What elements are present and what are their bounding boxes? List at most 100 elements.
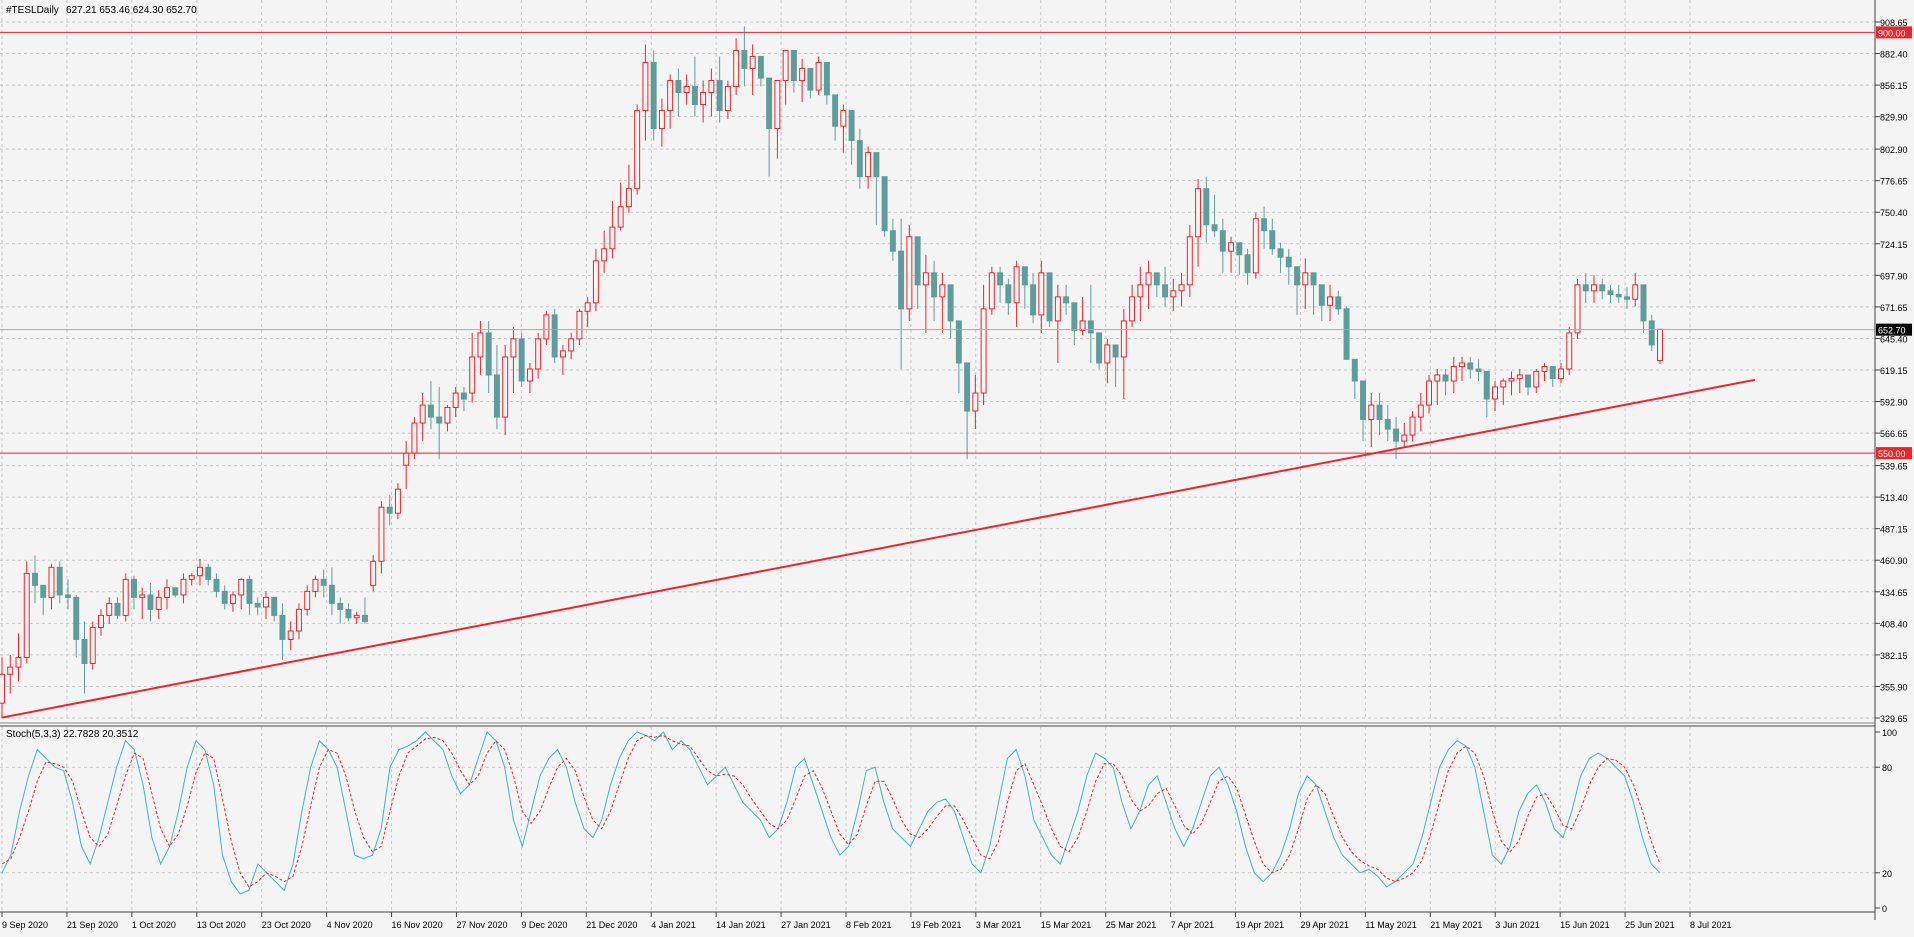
candle — [856, 128, 863, 189]
candle-body — [1054, 296, 1061, 322]
candle — [1393, 417, 1400, 460]
candle — [394, 483, 401, 520]
candle — [733, 38, 740, 95]
candle — [1343, 306, 1350, 360]
candle-body — [1021, 266, 1028, 286]
candle-body — [460, 392, 467, 400]
candle-body — [1153, 272, 1160, 286]
candle-body — [1343, 308, 1350, 360]
candle — [328, 567, 335, 616]
time-tick-label: 19 Apr 2021 — [1236, 920, 1285, 930]
candle-body — [1335, 296, 1342, 310]
candle — [964, 362, 971, 460]
time-tick-label: 1 Oct 2020 — [132, 920, 176, 930]
candle-body — [559, 350, 566, 358]
candle-body — [848, 110, 855, 142]
candle — [906, 224, 913, 321]
candle — [774, 79, 781, 159]
price-tick-label: 882.40 — [1880, 50, 1908, 60]
candle — [436, 387, 443, 460]
candle — [708, 68, 715, 117]
candle-body — [155, 596, 162, 610]
candle — [122, 573, 129, 622]
candle — [81, 621, 88, 694]
level-label-box — [1876, 26, 1912, 39]
stoch-grid — [0, 727, 1875, 910]
levels-layer: 900.00 550.00 652.70 — [0, 26, 1912, 719]
candle-body — [312, 578, 319, 592]
candle — [419, 393, 426, 442]
candle — [1607, 284, 1614, 303]
price-tick-label: 539.65 — [1880, 462, 1908, 472]
candle — [815, 56, 822, 95]
candle-body — [271, 596, 278, 616]
candle-body — [1368, 404, 1375, 420]
candle-body — [667, 79, 674, 112]
candle — [7, 655, 14, 694]
candle-body — [65, 594, 71, 598]
candle — [1492, 380, 1498, 412]
candle-body — [914, 236, 921, 286]
candle-body — [0, 673, 5, 704]
candle — [1632, 272, 1639, 307]
candle — [295, 603, 302, 640]
candle-body — [427, 404, 434, 418]
candle — [840, 104, 847, 153]
time-tick-label: 21 Dec 2020 — [586, 920, 637, 930]
candle-body — [584, 302, 591, 312]
price-tick-label: 566.65 — [1880, 429, 1908, 439]
candle — [1351, 358, 1358, 400]
candle — [279, 603, 286, 660]
candle — [320, 569, 327, 598]
candle — [139, 587, 146, 620]
candle — [1219, 218, 1226, 273]
candle — [559, 344, 566, 375]
candle-body — [419, 404, 426, 424]
candle-body — [32, 572, 38, 586]
candle-body — [1384, 418, 1391, 430]
time-tick-label: 21 May 2021 — [1430, 920, 1482, 930]
candle — [65, 579, 71, 610]
candle — [48, 563, 55, 610]
candle-body — [955, 320, 962, 364]
candle — [493, 344, 500, 430]
candle-body — [1294, 266, 1301, 286]
candle — [1120, 308, 1127, 400]
candle — [229, 591, 236, 612]
candle-body — [1401, 434, 1408, 442]
candle-body — [790, 49, 797, 81]
candle-body — [1549, 366, 1556, 380]
candle-body — [625, 188, 632, 208]
candle — [1046, 272, 1053, 327]
candle — [238, 578, 245, 610]
candle-body — [1442, 374, 1449, 382]
candle-body — [592, 260, 599, 304]
candle — [592, 248, 599, 312]
candle — [131, 575, 137, 610]
candle — [1318, 284, 1325, 321]
stoch-tick-label: 20 — [1882, 869, 1892, 879]
candle-body — [1599, 284, 1606, 292]
stoch-signal-line — [1, 734, 1661, 888]
candle-body — [1525, 374, 1531, 388]
candle-body — [650, 61, 657, 130]
candle-body — [1632, 284, 1639, 300]
candle — [889, 218, 896, 261]
candle-body — [766, 77, 773, 130]
candle — [1640, 284, 1647, 333]
candle-body — [840, 110, 847, 127]
candle — [543, 311, 550, 345]
candle-body — [1096, 332, 1103, 364]
candle-body — [683, 85, 690, 94]
candle-body — [807, 67, 814, 91]
candle-body — [1228, 242, 1235, 252]
candle — [766, 77, 773, 177]
price-tick-label: 645.40 — [1880, 334, 1908, 344]
candle — [576, 308, 583, 345]
candle — [518, 332, 525, 388]
candle — [1384, 405, 1391, 442]
candle — [427, 380, 434, 430]
candle-body — [403, 452, 410, 466]
candle-body — [1483, 370, 1490, 400]
candle — [345, 603, 352, 622]
